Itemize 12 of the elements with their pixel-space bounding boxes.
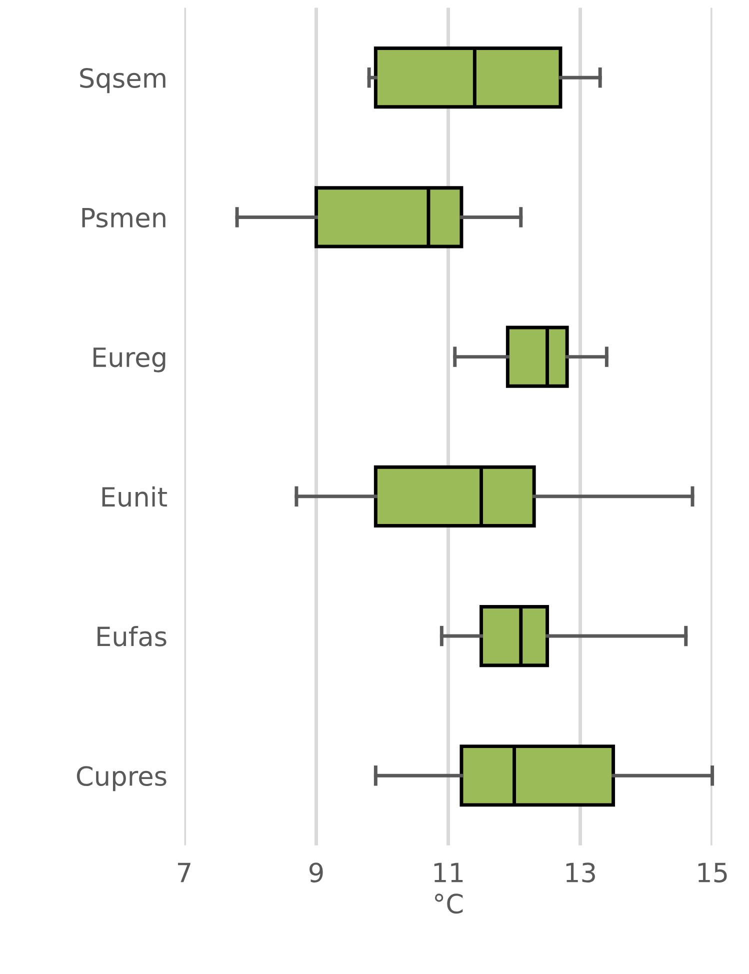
x-tick-label: 7 bbox=[178, 862, 190, 882]
x-tick-label: 13 bbox=[566, 862, 595, 883]
y-tick-label: Cupres bbox=[76, 766, 166, 792]
y-tick-label: Sqsem bbox=[80, 68, 166, 94]
x-tick-label: 9 bbox=[310, 862, 323, 883]
y-tick-label: Eufas bbox=[98, 626, 166, 646]
y-tick-label: Eunit bbox=[102, 486, 167, 507]
y-tick-label: Psmen bbox=[82, 208, 166, 228]
x-tick-label: 11 bbox=[434, 862, 463, 882]
x-tick-label: 15 bbox=[698, 862, 727, 883]
x-axis-title: °C bbox=[434, 894, 463, 914]
y-tick-label: Eureg bbox=[94, 348, 166, 372]
